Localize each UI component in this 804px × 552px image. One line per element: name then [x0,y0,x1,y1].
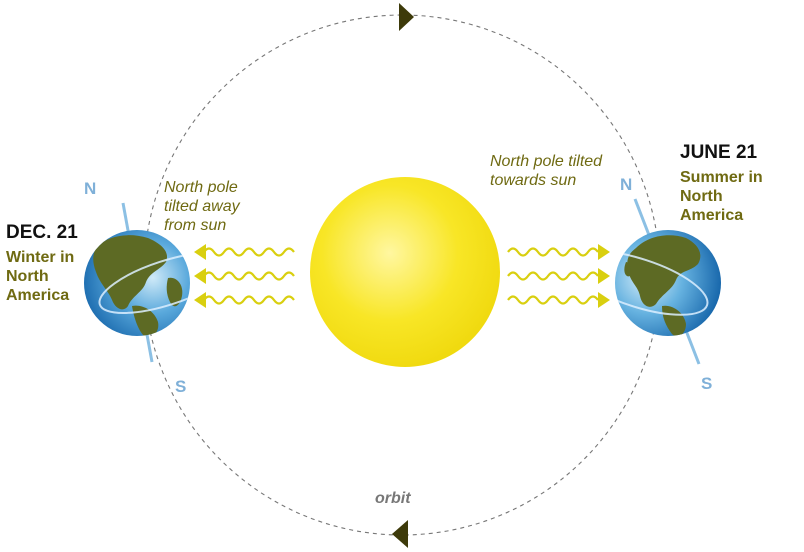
summer-caption-line: North [680,188,723,205]
winter-caption-line: Winter in [6,249,74,266]
tilt-away-line: from sun [164,217,226,234]
earth-december [84,202,190,363]
pole-north-label-right: N [620,175,632,194]
sun [310,177,500,367]
summer-caption-line: America [680,207,743,224]
tilt-away-line: North pole [164,179,238,196]
pole-south-label-left: S [175,377,186,396]
june-date-label: JUNE 21 [680,142,758,163]
sun-rays-left [203,247,295,305]
sun-ray-arrowheads-right [598,244,610,308]
tilt-towards-line: towards sun [490,172,576,189]
tilt-towards-caption: North pole tilted towards sun [490,153,603,189]
earth-june [615,198,721,365]
sun-ray-arrowheads-left [194,244,206,308]
orbit-arrow-bottom [392,520,408,548]
orbit-arrow-top [399,3,414,31]
sun-rays-right [507,247,599,305]
winter-caption: Winter in North America [6,249,74,304]
tilt-towards-line: North pole tilted [490,153,603,170]
pole-south-label-right: S [701,374,712,393]
summer-caption: Summer in North America [680,169,763,224]
winter-caption-line: America [6,287,69,304]
winter-caption-line: North [6,268,49,285]
december-date-label: DEC. 21 [6,222,78,243]
summer-caption-line: Summer in [680,169,763,186]
pole-north-label-left: N [84,179,96,198]
tilt-away-line: tilted away [164,198,241,215]
tilt-away-caption: North pole tilted away from sun [164,179,241,234]
orbit-label: orbit [375,490,411,507]
